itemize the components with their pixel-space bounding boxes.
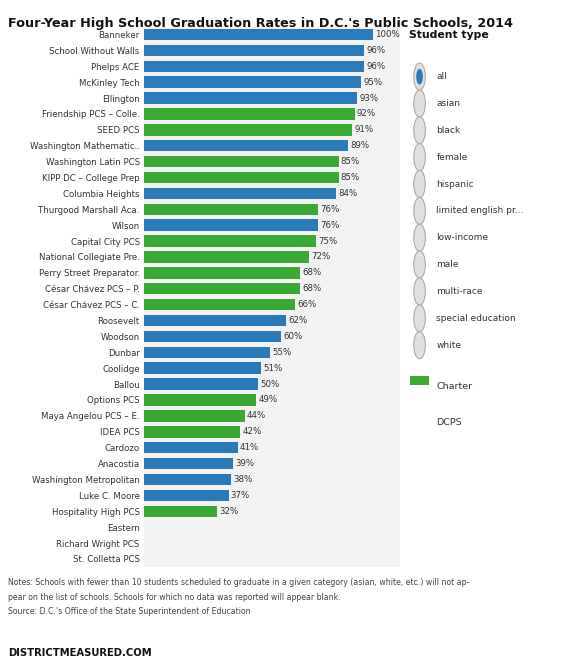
Text: Notes: Schools with fewer than 10 students scheduled to graduate in a given cate: Notes: Schools with fewer than 10 studen… — [8, 578, 470, 587]
Bar — [144, 363, 261, 374]
Bar — [144, 505, 217, 517]
Bar — [144, 426, 240, 438]
Bar — [144, 458, 233, 469]
Bar — [144, 172, 338, 183]
Text: Charter: Charter — [437, 382, 473, 391]
Text: 39%: 39% — [235, 459, 254, 468]
Text: special education: special education — [437, 314, 516, 323]
Text: Student type: Student type — [409, 30, 488, 40]
Text: 93%: 93% — [359, 93, 378, 103]
Circle shape — [414, 305, 425, 332]
Text: multi-race: multi-race — [437, 287, 483, 296]
Circle shape — [414, 90, 425, 117]
Text: 92%: 92% — [357, 109, 376, 119]
Text: 72%: 72% — [311, 253, 331, 261]
Text: male: male — [437, 260, 459, 269]
Bar — [144, 267, 299, 278]
Text: 60%: 60% — [284, 332, 303, 341]
Bar — [144, 394, 256, 406]
Bar — [144, 347, 270, 358]
Circle shape — [414, 144, 425, 171]
Bar — [144, 76, 362, 88]
Text: 68%: 68% — [302, 269, 321, 277]
FancyBboxPatch shape — [411, 412, 429, 432]
Text: 76%: 76% — [320, 221, 340, 229]
Circle shape — [414, 224, 425, 251]
Text: low-income: low-income — [437, 233, 488, 242]
Circle shape — [414, 170, 425, 198]
Text: 96%: 96% — [366, 62, 385, 71]
Bar — [144, 410, 245, 422]
Text: female: female — [437, 152, 468, 162]
Text: Source: D.C.'s Office of the State Superintendent of Education: Source: D.C.'s Office of the State Super… — [8, 607, 251, 617]
Text: white: white — [437, 341, 461, 349]
Text: 96%: 96% — [366, 46, 385, 55]
Circle shape — [414, 63, 425, 90]
Text: 41%: 41% — [240, 443, 259, 452]
Bar — [144, 92, 357, 103]
Circle shape — [414, 251, 425, 278]
Text: limited english pr...: limited english pr... — [437, 206, 524, 215]
Bar — [144, 474, 231, 485]
Bar — [144, 108, 355, 119]
Bar — [144, 299, 295, 310]
Text: 38%: 38% — [233, 475, 253, 484]
Bar — [144, 188, 336, 199]
Circle shape — [414, 332, 425, 359]
Text: 91%: 91% — [355, 125, 374, 135]
Text: 85%: 85% — [341, 173, 360, 182]
Bar — [144, 251, 309, 263]
Circle shape — [416, 69, 423, 84]
Bar — [144, 442, 238, 453]
Text: hispanic: hispanic — [437, 180, 474, 188]
Text: 51%: 51% — [263, 364, 282, 373]
Circle shape — [414, 117, 425, 144]
Bar — [144, 490, 228, 501]
Bar — [144, 331, 281, 342]
Text: 100%: 100% — [375, 30, 400, 39]
Text: 89%: 89% — [350, 141, 369, 151]
Text: all: all — [437, 72, 447, 81]
Text: Four-Year High School Graduation Rates in D.C.'s Public Schools, 2014: Four-Year High School Graduation Rates i… — [8, 17, 513, 30]
Bar — [144, 140, 348, 151]
Text: 75%: 75% — [318, 237, 337, 245]
Bar — [144, 379, 258, 390]
Bar — [144, 29, 373, 40]
Text: 42%: 42% — [243, 427, 262, 436]
FancyBboxPatch shape — [411, 377, 429, 396]
Text: 76%: 76% — [320, 205, 340, 213]
Bar — [144, 156, 338, 167]
Bar — [144, 235, 316, 247]
Text: 50%: 50% — [261, 380, 280, 389]
Text: 32%: 32% — [219, 507, 239, 516]
Bar — [144, 124, 352, 135]
Circle shape — [414, 278, 425, 305]
Text: 55%: 55% — [272, 348, 292, 357]
Bar — [144, 315, 286, 326]
Text: asian: asian — [437, 99, 460, 108]
Text: DISTRICTMEASURED.COM: DISTRICTMEASURED.COM — [8, 648, 152, 658]
Bar — [144, 204, 318, 215]
Bar — [144, 44, 364, 56]
Text: 95%: 95% — [364, 78, 383, 87]
Bar — [144, 60, 364, 72]
Text: pear on the list of schools. Schools for which no data was reported will appear : pear on the list of schools. Schools for… — [8, 593, 341, 602]
Text: 44%: 44% — [247, 411, 266, 420]
Text: black: black — [437, 126, 460, 135]
Text: 66%: 66% — [297, 300, 316, 309]
Bar — [144, 283, 299, 294]
Text: 85%: 85% — [341, 157, 360, 166]
Circle shape — [414, 198, 425, 225]
Text: 84%: 84% — [338, 189, 358, 198]
Text: 37%: 37% — [231, 491, 250, 500]
Bar — [144, 219, 318, 231]
Text: 62%: 62% — [288, 316, 307, 325]
Text: DCPS: DCPS — [437, 418, 462, 426]
Text: 68%: 68% — [302, 284, 321, 293]
Text: 49%: 49% — [258, 396, 277, 404]
